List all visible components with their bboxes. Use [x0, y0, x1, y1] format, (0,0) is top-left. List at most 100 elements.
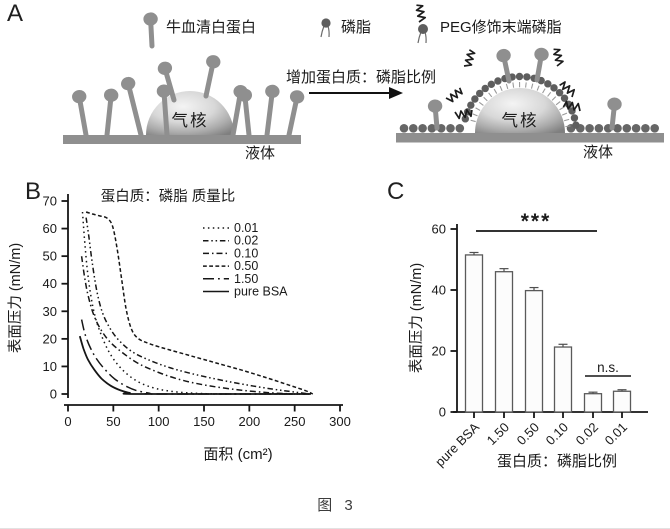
phospholipid-tail	[471, 120, 476, 121]
bsa-protein-head	[143, 12, 158, 26]
y-tick-label: 0	[50, 387, 57, 402]
phospholipid-tail	[484, 97, 488, 101]
y-tick-label: 30	[43, 304, 57, 319]
y-tick-label: 60	[43, 221, 57, 236]
phospholipid-head	[471, 95, 478, 102]
phospholipid-tail	[321, 26, 324, 37]
x-tick-label: 0.01	[602, 420, 631, 449]
bsa-protein-stalk	[289, 101, 296, 135]
bsa-protein-stalk	[107, 99, 111, 135]
phospholipid-tail	[500, 86, 502, 91]
bsa-protein-head	[205, 54, 222, 70]
phospholipid-head	[418, 124, 427, 133]
bar-0.02	[585, 394, 602, 412]
bsa-protein-head	[533, 47, 549, 63]
legend-phospholipid-label: 磷脂	[341, 19, 371, 36]
x-axis-title: 面积 (cm²)	[203, 446, 272, 463]
bar-pure-BSA	[466, 255, 483, 412]
figure-caption: 图 3	[0, 494, 670, 515]
bsa-protein-stalk	[612, 108, 614, 128]
ns-label: n.s.	[597, 360, 619, 375]
phospholipid-head	[556, 89, 563, 96]
bsa-protein-icon	[260, 84, 280, 136]
phospholipid-head	[400, 124, 409, 133]
phospholipid-tail	[479, 102, 483, 105]
x-tick-label: 0.50	[514, 420, 543, 449]
phospholipid-head	[585, 124, 594, 133]
phospholipid-tail	[473, 114, 478, 116]
bsa-protein-head	[103, 88, 119, 103]
x-tick-label: 200	[238, 414, 260, 429]
bsa-protein-stalk	[435, 110, 437, 128]
phospholipid-icon	[418, 24, 428, 43]
phospholipid-tail	[548, 92, 551, 96]
x-tick-label: 1.50	[484, 420, 513, 449]
bsa-protein-icon	[605, 97, 623, 129]
chart-title: 蛋白质：磷脂 质量比	[101, 188, 236, 205]
gas-core-label: 气核	[172, 111, 209, 130]
phospholipid-tail	[494, 89, 497, 93]
significance-stars: ***	[521, 210, 552, 233]
phospholipid-tail	[559, 107, 563, 110]
bsa-protein-head	[156, 60, 173, 77]
bsa-protein-head	[289, 89, 306, 105]
y-tick-label: 40	[432, 283, 446, 298]
phospholipid-head	[476, 90, 483, 97]
bsa-protein-head	[120, 75, 137, 91]
phospholipid-head	[650, 124, 659, 133]
phospholipid-head	[516, 73, 523, 80]
phospholipid-head	[446, 124, 455, 133]
phospholipid-tail	[564, 119, 569, 120]
phospholipid-tail	[418, 32, 421, 43]
y-tick-label: 0	[439, 405, 446, 420]
liquid-label: 液体	[245, 145, 275, 162]
bar-0.10	[555, 347, 572, 412]
x-tick-label: 100	[148, 414, 170, 429]
phospholipid-head	[561, 95, 568, 102]
phospholipid-head	[623, 124, 632, 133]
x-tick-label: 250	[284, 414, 306, 429]
phospholipid-head	[572, 121, 579, 128]
liquid-label: 液体	[583, 144, 613, 161]
legend-peg-label: PEG修饰末端磷脂	[440, 19, 562, 36]
arrow-head	[389, 87, 403, 99]
phospholipid-head	[467, 101, 474, 108]
peg-chain-squiggle	[446, 87, 464, 103]
legend-bsa-label: 牛血清白蛋白	[166, 19, 256, 36]
bsa-protein-stalk	[129, 87, 141, 135]
phospholipid-head	[544, 80, 551, 87]
phospholipid-head	[632, 124, 641, 133]
phospholipid-tail	[476, 108, 481, 111]
y-tick-label: 20	[432, 344, 446, 359]
bsa-protein-icon	[100, 88, 119, 136]
bsa-protein-stalk	[245, 99, 249, 135]
phospholipid-head	[321, 18, 330, 27]
phospholipid-tail	[531, 84, 532, 89]
x-tick-label: 0.02	[573, 420, 602, 449]
bsa-protein-stalk	[80, 101, 86, 135]
phospholipid-head	[418, 24, 428, 34]
series-line-0.10	[82, 256, 293, 394]
bsa-protein-stalk	[151, 23, 152, 46]
y-tick-label: 20	[43, 331, 57, 346]
series-line-0.01	[83, 212, 312, 394]
phospholipid-tail	[506, 84, 507, 89]
bsa-protein-icon	[120, 75, 148, 136]
x-tick-label: 50	[106, 414, 120, 429]
bar-0.50	[526, 291, 543, 412]
bsa-protein-head	[495, 48, 512, 64]
liquid-surface-bar	[396, 133, 664, 143]
y-axis-title: 表面压力 (mN/m)	[7, 243, 24, 353]
bar-1.50	[496, 272, 513, 412]
bsa-protein-icon	[282, 89, 306, 137]
phospholipid-tail	[537, 86, 539, 91]
bsa-protein-head	[427, 99, 442, 113]
gas-core-label: 气核	[502, 111, 539, 130]
legend-label: pure BSA	[234, 285, 288, 299]
bsa-protein-stalk	[206, 66, 212, 96]
y-tick-label: 10	[43, 359, 57, 374]
phospholipid-head	[456, 124, 465, 133]
